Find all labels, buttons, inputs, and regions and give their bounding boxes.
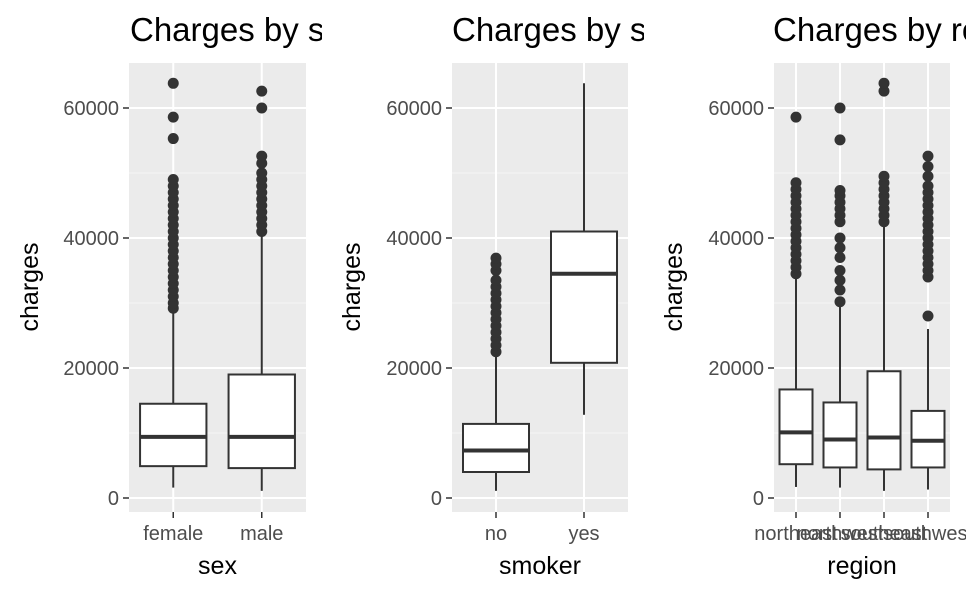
- outlier-point: [834, 252, 846, 263]
- outlier-point: [922, 161, 934, 172]
- outlier-point: [834, 265, 846, 276]
- box-southwest: [910, 150, 946, 490]
- outlier-point: [922, 310, 934, 322]
- x-tick-label: yes: [568, 523, 599, 545]
- y-axis-title: charges: [660, 243, 688, 332]
- outlier-point: [256, 102, 268, 114]
- x-tick-label: male: [240, 523, 283, 545]
- chart-title: Charges by smoker: [452, 11, 738, 48]
- x-axis-title: smoker: [499, 552, 581, 580]
- y-tick-label: 60000: [708, 98, 764, 120]
- outlier-point: [790, 177, 802, 189]
- box-southeast: [866, 77, 902, 491]
- x-tick-label: southwest: [883, 523, 966, 545]
- x-axis-title: region: [827, 552, 897, 580]
- outlier-point: [790, 111, 802, 123]
- plot-area-region: 0 20000 40000 60000 northeastnorthwestsouthe…: [708, 63, 966, 545]
- y-tick-label: 40000: [708, 228, 764, 250]
- outlier-point: [256, 85, 268, 97]
- plot-area-smoker: 0 20000 40000 60000 no yes: [386, 63, 628, 545]
- y-tick-label: 60000: [386, 98, 442, 120]
- box-iqr: [227, 373, 296, 470]
- outlier-point: [167, 77, 179, 89]
- box-yes: [550, 83, 618, 415]
- outlier-point: [490, 274, 502, 286]
- x-axis-title: sex: [198, 552, 237, 580]
- outlier-point: [878, 170, 890, 182]
- y-axis-title: charges: [338, 243, 366, 332]
- y-tick-label: 0: [753, 488, 764, 510]
- box-iqr: [866, 370, 902, 471]
- outlier-point: [922, 150, 934, 162]
- outlier-point: [490, 252, 502, 264]
- chart-panel-smoker: Charges by smoker charges smoker 0 20000 4…: [338, 11, 738, 580]
- outlier-point: [167, 174, 179, 185]
- outlier-point: [922, 180, 934, 192]
- outlier-point: [834, 296, 846, 308]
- outlier-point: [167, 111, 179, 123]
- box-northeast: [778, 111, 814, 487]
- box-iqr: [462, 422, 530, 473]
- chart-title: Charges by region: [773, 11, 966, 48]
- x-tick-label: northeast: [754, 523, 838, 545]
- box-no: [462, 252, 530, 491]
- outlier-point: [878, 85, 890, 97]
- outlier-point: [834, 232, 846, 244]
- outlier-point: [834, 284, 846, 296]
- outlier-point: [922, 170, 934, 182]
- x-tick-label: no: [485, 523, 507, 545]
- y-tick-label: 20000: [386, 358, 442, 380]
- outlier-point: [256, 167, 268, 179]
- outlier-point: [834, 185, 846, 197]
- outlier-point: [256, 150, 268, 162]
- chart-panel-region: Charges by region charges region 0 20000 4…: [660, 11, 966, 580]
- x-tick-label: northwest: [797, 523, 884, 545]
- y-axis-title: charges: [16, 243, 44, 332]
- outlier-point: [834, 134, 846, 146]
- box-female: [139, 77, 208, 488]
- x-tick-label: southeast: [841, 523, 928, 545]
- outlier-point: [878, 77, 890, 89]
- plot-area-sex: 0 20000 40000 60000 female male: [63, 63, 306, 545]
- x-tick-label: female: [143, 523, 203, 545]
- y-tick-label: 20000: [63, 358, 119, 380]
- outlier-point: [167, 133, 179, 145]
- y-tick-label: 40000: [386, 228, 442, 250]
- y-tick-label: 0: [108, 488, 119, 510]
- y-tick-label: 0: [431, 488, 442, 510]
- box-northwest: [822, 102, 858, 488]
- y-tick-label: 40000: [63, 228, 119, 250]
- box-male: [227, 85, 296, 491]
- outlier-point: [834, 274, 846, 286]
- y-tick-label: 60000: [63, 98, 119, 120]
- box-iqr: [822, 401, 858, 469]
- y-tick-label: 20000: [708, 358, 764, 380]
- box-iqr: [778, 388, 814, 466]
- chart-title: Charges by sex: [130, 11, 360, 48]
- outlier-point: [834, 102, 846, 114]
- box-iqr: [550, 230, 618, 364]
- outlier-point: [834, 242, 846, 254]
- chart-panel-sex: Charges by sex charges sex 0 20000 40000 60…: [16, 11, 360, 580]
